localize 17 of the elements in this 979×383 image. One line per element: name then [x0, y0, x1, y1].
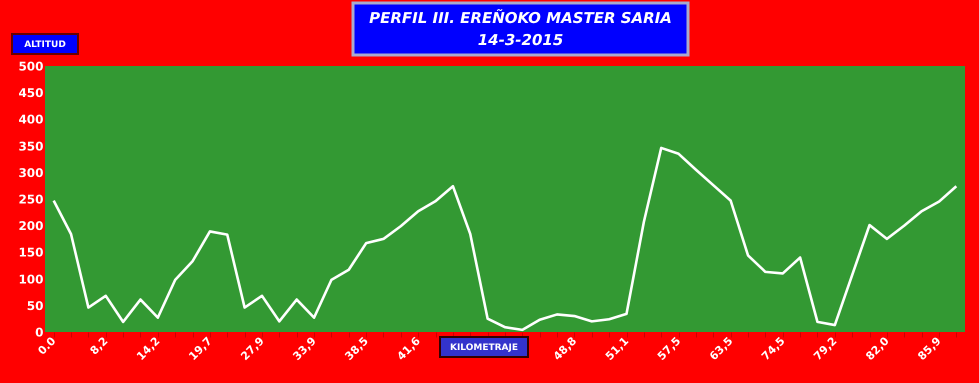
chart-subtitle: 14-3-2015 [478, 31, 564, 49]
y-tick-label: 250 [18, 192, 44, 206]
y-tick-label: 450 [18, 86, 44, 100]
x-axis-title: KILOMETRAJE [450, 343, 518, 353]
y-tick-label: 200 [18, 219, 44, 234]
y-tick-label: 500 [18, 60, 44, 74]
x-tick-label: 8,2 [88, 334, 110, 358]
y-tick-label: 400 [18, 112, 44, 127]
y-axis-title: ALTITUD [24, 40, 66, 50]
y-tick-label: 100 [18, 272, 44, 286]
y-tick-label: 0 [35, 326, 44, 340]
y-tick-label: 50 [26, 298, 44, 313]
y-tick-label: 300 [18, 166, 44, 180]
line-series [52, 146, 958, 332]
y-tick-label: 150 [18, 246, 44, 260]
chart-title: PERFIL III. EREÑOKO MASTER SARIA [369, 9, 672, 27]
y-tick-label: 350 [18, 139, 44, 154]
